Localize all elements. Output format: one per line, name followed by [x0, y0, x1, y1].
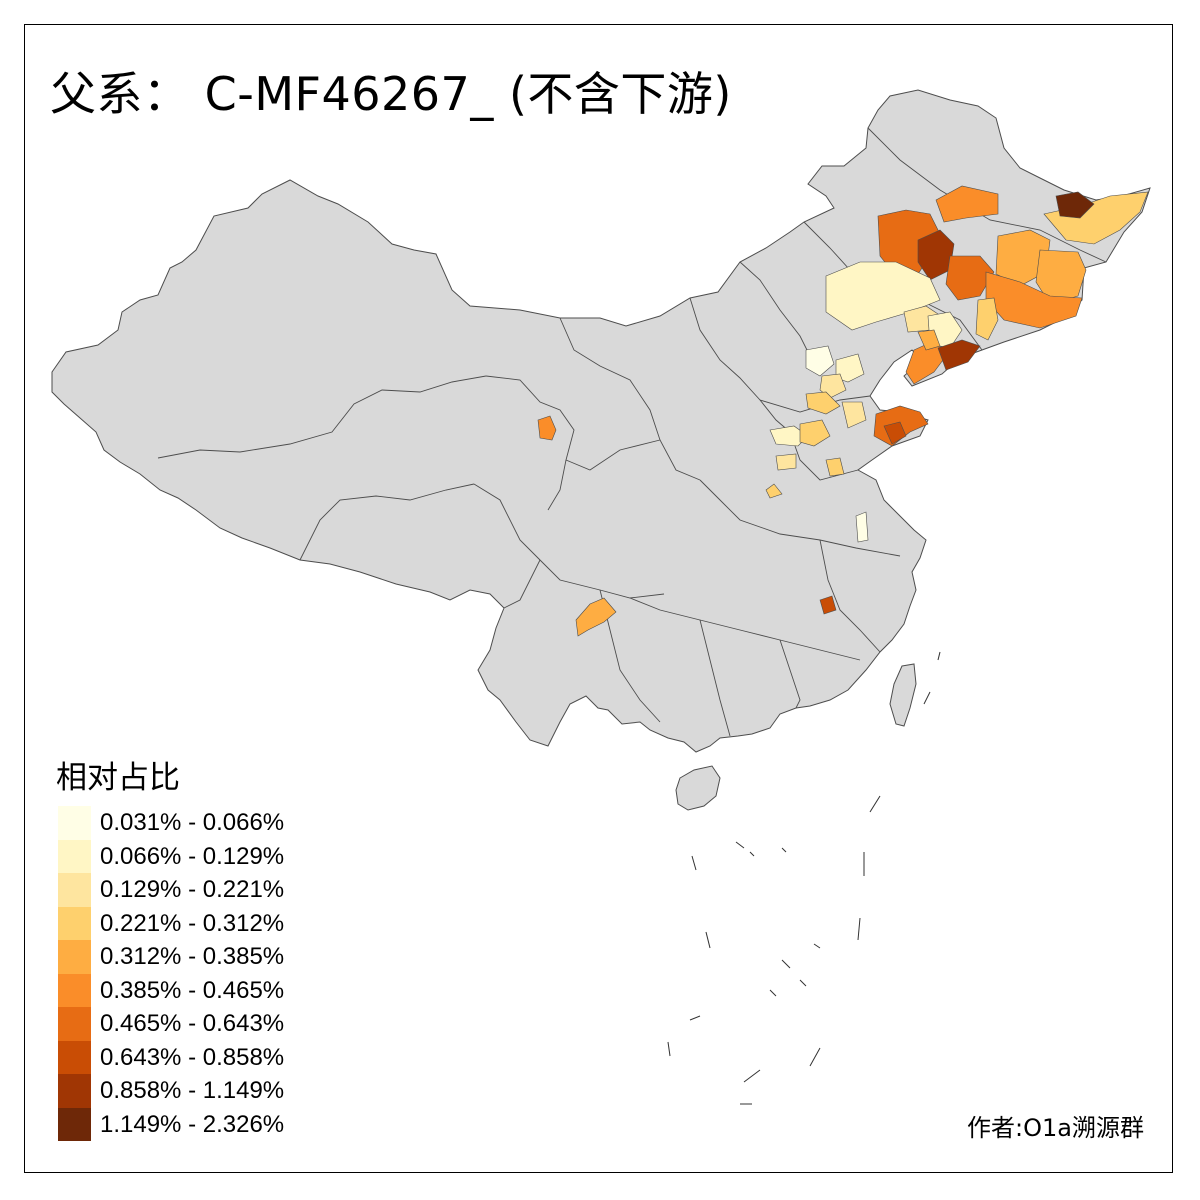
legend-label: 0.643% - 0.858% [100, 1043, 285, 1071]
legend-swatch [58, 1040, 91, 1074]
south-sea-islands [667, 651, 941, 1105]
region-s [825, 457, 845, 477]
legend-label: 0.066% - 0.129% [100, 842, 285, 870]
legend-swatch [58, 873, 91, 907]
region-t [765, 483, 783, 499]
legend-swatch [58, 1007, 91, 1041]
legend-swatch [58, 839, 91, 873]
region-u [855, 511, 869, 543]
legend-swatch [58, 806, 91, 840]
legend-label: 0.385% - 0.465% [100, 976, 285, 1004]
region-x [575, 597, 617, 637]
region-q [799, 419, 831, 447]
legend-swatch [58, 906, 91, 940]
region-a [935, 185, 999, 223]
region-w [537, 415, 557, 441]
region-b [945, 255, 995, 301]
region-liaoning-darkest [937, 339, 981, 371]
legend-swatch [58, 940, 91, 974]
mainland-china [51, 89, 1151, 753]
region-r [775, 453, 797, 471]
region-o [841, 401, 867, 429]
map-frame [24, 24, 1173, 1173]
region-j [975, 297, 999, 341]
legend-label: 0.221% - 0.312% [100, 909, 285, 937]
legend-label: 0.312% - 0.385% [100, 943, 285, 970]
region-v [819, 595, 837, 615]
region-n [805, 391, 841, 415]
legend-label: 0.129% - 0.221% [100, 876, 285, 903]
legend-swatch [58, 1074, 91, 1108]
legend-swatch [58, 1107, 91, 1141]
region-k [805, 345, 835, 377]
legend-label: 0.858% - 1.149% [100, 1077, 285, 1104]
taiwan-island [889, 663, 917, 727]
region-darkest-2 [1055, 191, 1095, 219]
legend-label: 0.465% - 0.643% [100, 1010, 285, 1037]
legend-label: 0.031% - 0.066% [100, 809, 285, 836]
hainan-island [675, 765, 721, 811]
region-m [819, 373, 847, 399]
region-shandong-2 [883, 421, 907, 445]
map-title: 父系： C-MF46267_ (不含下游) [50, 67, 732, 121]
author-credit: 作者:O1a溯源群 [967, 1114, 1144, 1142]
legend-title: 相对占比 [56, 760, 180, 796]
colored-regions [537, 185, 1149, 637]
legend-swatch [58, 973, 91, 1007]
region-e [1035, 249, 1087, 305]
region-liaoning-2 [917, 329, 941, 351]
province-borders [157, 127, 1107, 737]
legend-label: 1.149% - 2.326% [100, 1110, 285, 1138]
